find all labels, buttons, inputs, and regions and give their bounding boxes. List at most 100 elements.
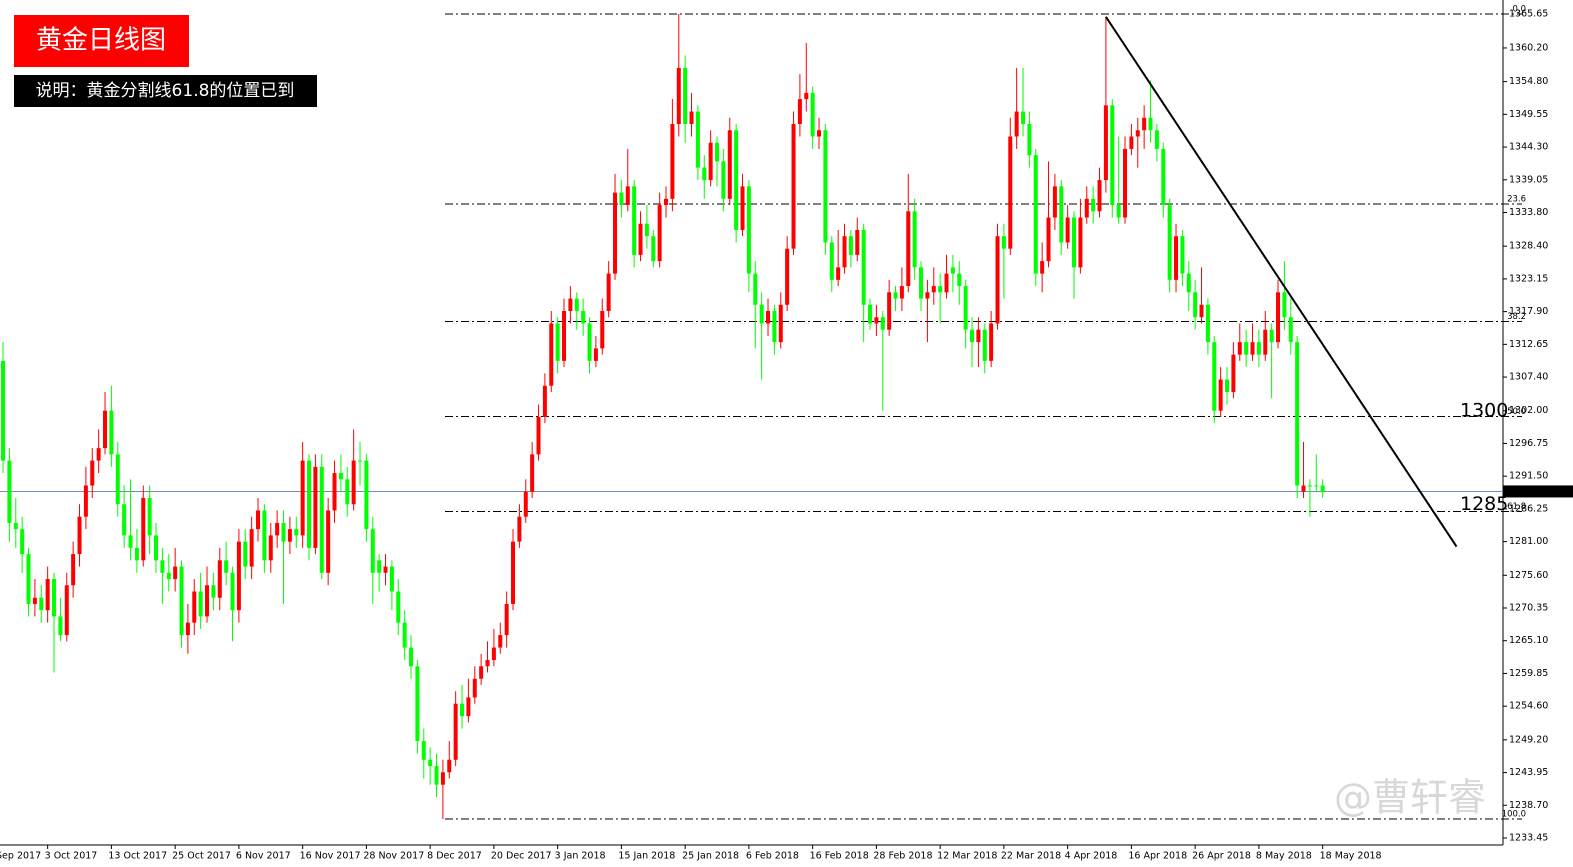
candle-body (313, 466, 318, 548)
candle-body (568, 298, 573, 312)
y-tick-label: 1281.00 (1509, 536, 1548, 547)
candle-body (1154, 130, 1159, 149)
candle-body (479, 666, 484, 679)
fib-label: 61.8 (1507, 502, 1526, 512)
candle-body (1129, 136, 1134, 149)
candle-body (797, 99, 802, 125)
candle-body (887, 292, 892, 330)
candle-body (1040, 261, 1045, 274)
candle-body (154, 535, 159, 561)
candle-body (1148, 117, 1153, 131)
candle-body (1307, 485, 1312, 487)
x-tick-label: 20 Dec 2017 (491, 851, 552, 862)
candle-body (1301, 485, 1306, 492)
candle-body (1014, 111, 1019, 137)
candle-body (13, 522, 18, 530)
x-tick-label: 21 Sep 2017 (0, 851, 41, 862)
candle-body (389, 566, 394, 592)
candle-body (307, 460, 312, 548)
x-tick-label: 3 Oct 2017 (45, 851, 98, 862)
x-tick-label: 18 May 2018 (1320, 851, 1382, 862)
candle-body (511, 541, 516, 604)
candle-body (574, 298, 579, 312)
candle-body (39, 597, 44, 611)
candle-body (268, 535, 273, 561)
candle-body (549, 323, 554, 386)
candle-body (555, 323, 560, 361)
candle-body (1205, 304, 1210, 343)
candle-body (224, 560, 229, 573)
candle-body (919, 267, 924, 299)
candle-body (460, 703, 465, 717)
candle-body (530, 454, 535, 492)
candle-body (428, 759, 433, 767)
candle-body (657, 205, 662, 262)
candle-body (861, 229, 866, 305)
level-annotation: 1285 (1460, 493, 1508, 515)
candle-body (453, 703, 458, 760)
x-tick-label: 6 Feb 2018 (746, 851, 799, 862)
candle-body (804, 92, 809, 100)
candle-body (1001, 236, 1006, 249)
candle-body (45, 579, 50, 611)
fib-label: 0.0 (1512, 5, 1526, 15)
y-tick-label: 1349.55 (1509, 109, 1548, 120)
x-tick-label: 3 Jan 2018 (555, 851, 606, 862)
candle-body (638, 223, 643, 255)
candle-body (421, 741, 426, 760)
candle-body (1103, 105, 1108, 181)
candle-body (166, 572, 171, 580)
candle-body (236, 541, 241, 611)
candle-body (1116, 205, 1121, 218)
x-tick-label: 26 Apr 2018 (1192, 851, 1251, 862)
candle-body (906, 211, 911, 287)
candle-body (976, 329, 981, 343)
candle-body (957, 273, 962, 287)
x-tick-label: 4 Apr 2018 (1065, 851, 1118, 862)
candle-body (644, 223, 649, 237)
x-tick-label: 22 Mar 2018 (1001, 851, 1061, 862)
fib-label: 100.0 (1502, 809, 1526, 819)
candle-body (1320, 485, 1325, 492)
candle-body (345, 479, 350, 505)
watermark: @曹轩睿 (1334, 776, 1486, 820)
y-tick-label: 1312.65 (1509, 339, 1548, 350)
y-tick-label: 1365.65 (1509, 9, 1548, 20)
candle-body (1033, 155, 1038, 274)
level-annotation: 1300 (1460, 400, 1508, 422)
candle-body (294, 529, 299, 536)
candle-body (791, 124, 796, 249)
candle-body (829, 242, 834, 280)
candle-body (1046, 217, 1051, 262)
candle-body (32, 597, 37, 604)
candle-body (1276, 292, 1281, 343)
candle-body (989, 323, 994, 361)
candle-body (249, 529, 254, 567)
candle-body (434, 766, 439, 785)
candle-body (192, 591, 197, 623)
x-tick-label: 16 Apr 2018 (1128, 851, 1187, 862)
candle-body (1314, 485, 1319, 487)
candle-body (115, 454, 120, 505)
title-box (14, 15, 189, 67)
candle-body (670, 124, 675, 199)
candle-body (491, 647, 496, 661)
candle-body (1263, 329, 1268, 355)
candle-body (542, 385, 547, 417)
x-tick-label: 12 Mar 2018 (937, 851, 997, 862)
candle-body (26, 554, 31, 604)
candle-body (880, 317, 885, 330)
candle-body (810, 92, 815, 137)
candle-body (185, 622, 190, 636)
fib-label: 23.6 (1507, 194, 1526, 204)
candle-body (211, 585, 216, 598)
y-tick-label: 1270.35 (1509, 603, 1548, 614)
candle-body (600, 311, 605, 349)
candle-body (778, 304, 783, 343)
y-tick-label: 1254.60 (1509, 701, 1548, 712)
candle-body (396, 591, 401, 623)
candle-body (1059, 186, 1064, 243)
candle-body (1110, 105, 1115, 206)
candle-body (1218, 379, 1223, 411)
